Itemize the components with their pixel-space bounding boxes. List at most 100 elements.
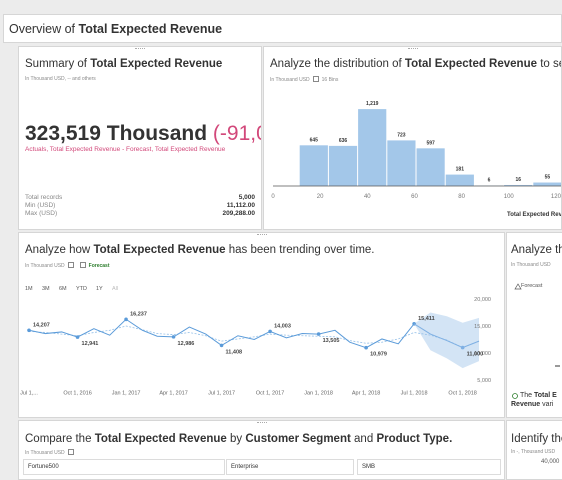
y-tick-label: 5,000 (477, 378, 491, 384)
data-label: 14,207 (33, 322, 50, 328)
x-tick-label: 60 (411, 194, 418, 200)
bar-label: 597 (426, 140, 435, 146)
card-subtitle: In -, Thousand USD (511, 449, 555, 455)
text-part: Customer Segment (245, 433, 350, 445)
x-tick-label: Jul 1, 2017 (208, 390, 235, 396)
range-button[interactable]: 3M (42, 286, 50, 292)
x-tick-label: 80 (458, 194, 465, 200)
text-part: Total Expected Revenue (95, 433, 227, 445)
bar (446, 175, 474, 186)
data-label: 13,505 (323, 338, 340, 344)
text-part: Product Type. (376, 433, 452, 445)
column-header: SMB (357, 459, 501, 475)
range-button[interactable]: 1Y (96, 286, 103, 292)
bar (329, 146, 357, 186)
range-button[interactable]: 6M (59, 286, 67, 292)
drag-handle (257, 422, 267, 423)
text-part: Overview of (9, 22, 75, 36)
x-tick-label: Oct 1, 2018 (448, 390, 476, 396)
identify-card: Identify the In -, Thousand USD 40,000 (506, 420, 562, 480)
unit: In Thousand USD, -- and others (25, 76, 96, 82)
variance-card: Analyze the In Thousand USD Forecast The… (506, 232, 562, 418)
stat-label: Min (USD) (25, 202, 55, 209)
text-part: Total Expected Revenue (79, 22, 223, 36)
x-tick-label: 100 (504, 194, 515, 200)
data-label: 16,237 (130, 311, 147, 317)
bar-label: 645 (310, 137, 319, 143)
x-tick-label: 120 (551, 194, 562, 200)
x-tick-label: Jan 1, 2017 (112, 390, 141, 396)
data-point (461, 346, 465, 350)
icon (68, 449, 74, 455)
data-label: 10,979 (370, 352, 387, 358)
text-part: Identify the (511, 433, 562, 445)
x-tick-label: Apr 1, 2018 (352, 390, 380, 396)
data-label: 15,411 (418, 316, 435, 322)
text-part: and (354, 433, 373, 445)
data-point (76, 335, 80, 339)
data-point (172, 335, 176, 339)
data-point (364, 346, 368, 350)
kpi-note: Actuals, Total Expected Revenue - Foreca… (25, 146, 240, 154)
bar-label: 55 (545, 175, 551, 181)
bar (358, 109, 386, 186)
variance-icons (507, 233, 562, 418)
bar (417, 148, 445, 186)
kpi-delta: (-91,055) (213, 122, 262, 145)
x-axis-title: Total Expected Revenue (507, 212, 562, 218)
text-part: The (520, 392, 532, 399)
stat-label: Total records (25, 194, 62, 201)
x-tick-label: Oct 1, 2017 (256, 390, 284, 396)
stat-row: Max (USD) 209,288.00 (25, 210, 255, 218)
card-subtitle: In Thousand USD (25, 449, 77, 456)
data-point (317, 332, 321, 336)
bar-label: 723 (397, 132, 406, 138)
bulb-icon (513, 394, 518, 399)
stat-value: 5,000 (239, 194, 255, 201)
card-title: Identify the (511, 433, 562, 445)
data-label: 11,408 (226, 349, 243, 355)
data-label: 12,986 (178, 341, 195, 347)
header: Overview of Total Expected Revenue (3, 14, 562, 43)
bar-label: 181 (456, 167, 465, 173)
kpi-value: 323,519 Thousand (25, 122, 207, 145)
data-point (220, 344, 224, 348)
data-label: 14,003 (274, 323, 291, 329)
data-label: 11,000 (467, 352, 484, 358)
stat-value: 209,288.00 (222, 210, 255, 217)
range-button[interactable]: 1M (25, 286, 33, 292)
bar-label: 6 (488, 178, 491, 184)
range-button[interactable]: YTD (76, 286, 87, 292)
stat-row: Min (USD) 11,112.00 (25, 202, 255, 210)
bar (387, 140, 415, 186)
x-tick-label: 40 (364, 194, 371, 200)
axis-label: 40,000 (541, 459, 559, 465)
x-tick-label: Jul 1,... (20, 390, 38, 396)
text-part: Total Expected Revenue (90, 58, 222, 70)
bar (533, 183, 561, 186)
x-tick-label: Oct 1, 2016 (63, 390, 91, 396)
bar-label: 1,219 (366, 101, 379, 107)
x-tick-label: Apr 1, 2017 (159, 390, 187, 396)
column-header: Enterprise (226, 459, 354, 475)
unit: In -, Thousand USD (511, 449, 555, 455)
stat-label: Max (USD) (25, 210, 57, 217)
y-tick-label: 15,000 (474, 324, 491, 330)
stat-row: Total records 5,000 (25, 194, 255, 202)
text-part: by (230, 433, 242, 445)
kpi: 323,519 Thousand (-91,055) (25, 122, 262, 146)
bar-label: 16 (515, 177, 521, 183)
page-title: Overview of Total Expected Revenue (9, 22, 222, 36)
data-point (124, 318, 128, 322)
range-button[interactable]: All (112, 286, 118, 292)
stat-value: 11,112.00 (227, 202, 255, 209)
card-subtitle: In Thousand USD, -- and others (25, 76, 96, 82)
